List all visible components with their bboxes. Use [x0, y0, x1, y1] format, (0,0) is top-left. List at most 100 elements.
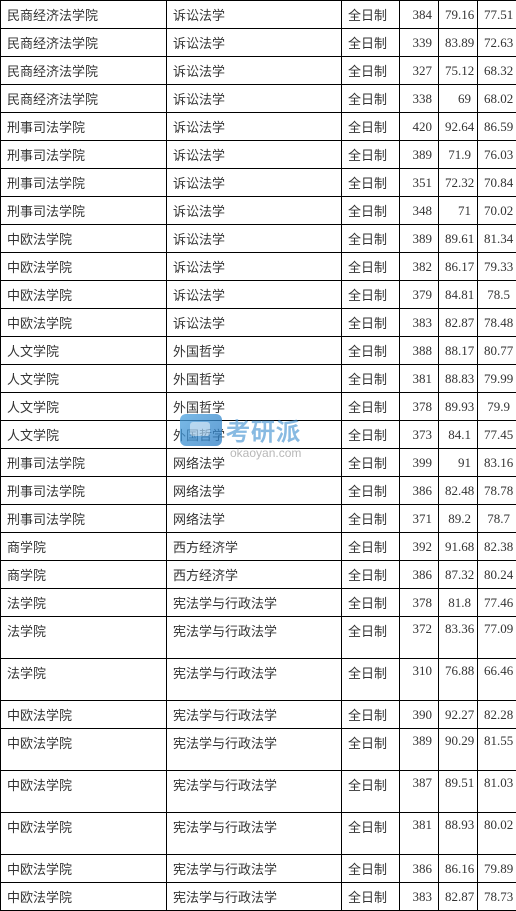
table-row: 民商经济法学院诉讼法学全日制32775.1268.32: [1, 57, 516, 85]
table-row: 刑事司法学院诉讼法学全日制42092.6486.59: [1, 113, 516, 141]
table-body: 民商经济法学院诉讼法学全日制38479.1677.51民商经济法学院诉讼法学全日…: [1, 1, 516, 911]
table-cell: 79.89: [478, 855, 516, 883]
table-cell: 全日制: [342, 883, 400, 911]
table-cell: 92.64: [439, 113, 478, 141]
table-cell: 77.09: [478, 617, 516, 659]
table-cell: 人文学院: [1, 393, 167, 421]
table-cell: 全日制: [342, 1, 400, 29]
table-cell: 77.46: [478, 589, 516, 617]
table-cell: 78.73: [478, 883, 516, 911]
table-row: 中欧法学院诉讼法学全日制37984.8178.5: [1, 281, 516, 309]
table-cell: 81.03: [478, 771, 516, 813]
table-cell: 外国哲学: [167, 337, 342, 365]
table-cell: 法学院: [1, 589, 167, 617]
table-cell: 399: [400, 449, 439, 477]
table-cell: 全日制: [342, 505, 400, 533]
table-cell: 72.63: [478, 29, 516, 57]
table-cell: 77.45: [478, 421, 516, 449]
table-cell: 84.1: [439, 421, 478, 449]
table-cell: 389: [400, 225, 439, 253]
table-cell: 全日制: [342, 477, 400, 505]
table-cell: 338: [400, 85, 439, 113]
table-cell: 全日制: [342, 113, 400, 141]
table-cell: 民商经济法学院: [1, 29, 167, 57]
table-cell: 民商经济法学院: [1, 85, 167, 113]
table-cell: 诉讼法学: [167, 113, 342, 141]
table-cell: 86.59: [478, 113, 516, 141]
table-cell: 全日制: [342, 197, 400, 225]
table-cell: 75.12: [439, 57, 478, 85]
table-cell: 386: [400, 855, 439, 883]
table-cell: 386: [400, 477, 439, 505]
table-cell: 384: [400, 1, 439, 29]
table-row: 中欧法学院宪法学与行政法学全日制39092.2782.28: [1, 701, 516, 729]
table-row: 人文学院外国哲学全日制38188.8379.99: [1, 365, 516, 393]
table-cell: 68.02: [478, 85, 516, 113]
table-cell: 379: [400, 281, 439, 309]
table-cell: 83.16: [478, 449, 516, 477]
table-cell: 中欧法学院: [1, 281, 167, 309]
table-cell: 86.17: [439, 253, 478, 281]
table-cell: 全日制: [342, 771, 400, 813]
table-cell: 89.51: [439, 771, 478, 813]
table-row: 民商经济法学院诉讼法学全日制38479.1677.51: [1, 1, 516, 29]
table-row: 商学院西方经济学全日制38687.3280.24: [1, 561, 516, 589]
table-cell: 83.36: [439, 617, 478, 659]
table-cell: 法学院: [1, 617, 167, 659]
table-cell: 89.2: [439, 505, 478, 533]
table-cell: 全日制: [342, 253, 400, 281]
table-cell: 79.16: [439, 1, 478, 29]
table-cell: 刑事司法学院: [1, 197, 167, 225]
table-cell: 89.61: [439, 225, 478, 253]
table-cell: 全日制: [342, 617, 400, 659]
table-cell: 全日制: [342, 169, 400, 197]
table-cell: 339: [400, 29, 439, 57]
table-cell: 全日制: [342, 393, 400, 421]
table-cell: 诉讼法学: [167, 197, 342, 225]
table-cell: 刑事司法学院: [1, 477, 167, 505]
table-cell: 诉讼法学: [167, 309, 342, 337]
table-cell: 86.16: [439, 855, 478, 883]
table-cell: 68.32: [478, 57, 516, 85]
table-cell: 66.46: [478, 659, 516, 701]
table-cell: 网络法学: [167, 449, 342, 477]
table-cell: 全日制: [342, 589, 400, 617]
table-cell: 81.8: [439, 589, 478, 617]
table-row: 民商经济法学院诉讼法学全日制33983.8972.63: [1, 29, 516, 57]
table-cell: 387: [400, 771, 439, 813]
table-cell: 刑事司法学院: [1, 449, 167, 477]
table-cell: 373: [400, 421, 439, 449]
table-cell: 76.03: [478, 141, 516, 169]
table-cell: 全日制: [342, 701, 400, 729]
table-row: 法学院宪法学与行政法学全日制37283.3677.09: [1, 617, 516, 659]
table-cell: 69: [439, 85, 478, 113]
table-cell: 82.87: [439, 309, 478, 337]
table-cell: 89.93: [439, 393, 478, 421]
table-cell: 诉讼法学: [167, 253, 342, 281]
table-cell: 中欧法学院: [1, 855, 167, 883]
table-row: 刑事司法学院网络法学全日制38682.4878.78: [1, 477, 516, 505]
table-row: 人文学院外国哲学全日制37384.177.45: [1, 421, 516, 449]
table-cell: 76.88: [439, 659, 478, 701]
table-cell: 381: [400, 813, 439, 855]
table-cell: 中欧法学院: [1, 883, 167, 911]
table-cell: 79.9: [478, 393, 516, 421]
table-cell: 372: [400, 617, 439, 659]
table-cell: 378: [400, 393, 439, 421]
table-cell: 全日制: [342, 225, 400, 253]
table-cell: 诉讼法学: [167, 29, 342, 57]
table-cell: 310: [400, 659, 439, 701]
table-cell: 全日制: [342, 85, 400, 113]
table-cell: 82.38: [478, 533, 516, 561]
table-cell: 网络法学: [167, 505, 342, 533]
table-cell: 88.17: [439, 337, 478, 365]
table-cell: 84.81: [439, 281, 478, 309]
table-cell: 外国哲学: [167, 365, 342, 393]
table-cell: 348: [400, 197, 439, 225]
table-row: 中欧法学院宪法学与行政法学全日制38686.1679.89: [1, 855, 516, 883]
table-row: 人文学院外国哲学全日制37889.9379.9: [1, 393, 516, 421]
table-cell: 77.51: [478, 1, 516, 29]
table-row: 法学院宪法学与行政法学全日制31076.8866.46: [1, 659, 516, 701]
table-cell: 全日制: [342, 141, 400, 169]
table-cell: 中欧法学院: [1, 701, 167, 729]
